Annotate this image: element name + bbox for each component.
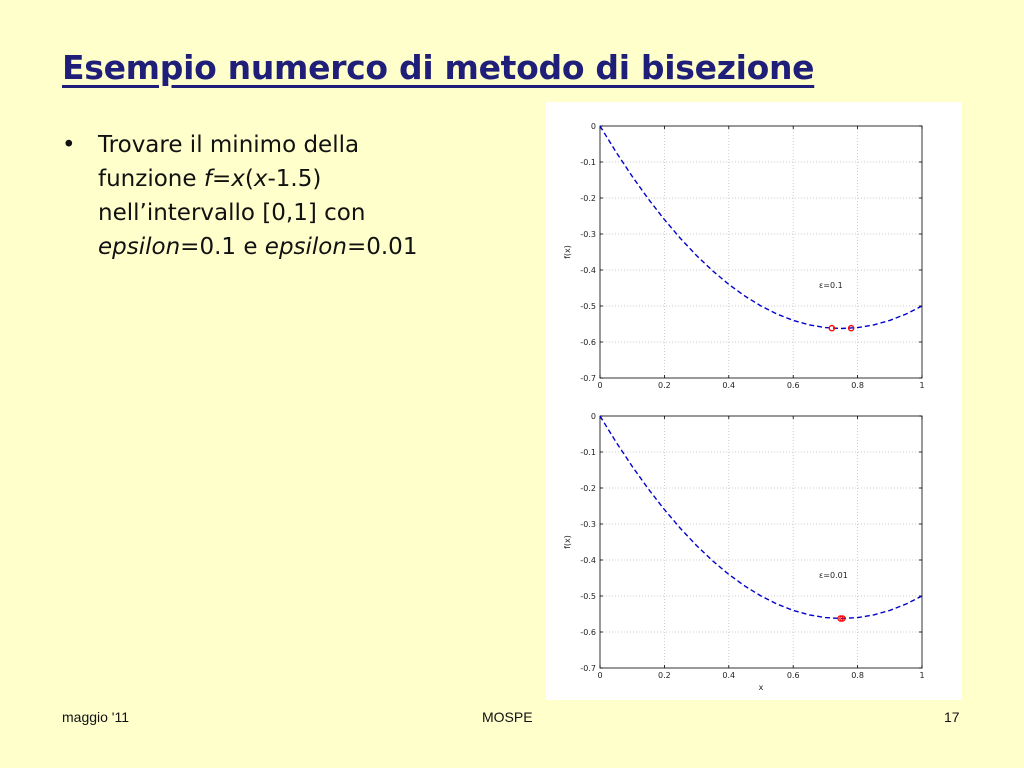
figure-panel: 0 0.2 0.4 0.6 0.8 1 0 -0.1 -0.2 -0.3 -0.4 -0.5 -0.6 -… [546,102,962,700]
y-tick-label: -0.7 [580,664,596,673]
y-tick-label: -0.5 [580,592,596,601]
slide-title: Esempio numerco di metodo di bisezione [62,48,815,87]
x-tick-label: 1 [919,381,924,390]
axes-box [599,415,923,669]
bullet-line-1: Trovare il minimo della [98,132,360,158]
chart-1: 0 0.2 0.4 0.6 0.8 1 0 -0.1 -0.2 -0.3 -0.4 -0.5 -0.6 -… [563,122,925,390]
x-tick-label: 0 [597,381,602,390]
function-x-inner: x [253,166,268,192]
x-tick-label: 0.4 [722,381,735,390]
epsilon-label-1: epsilon [98,234,181,260]
y-axis-label: f(x) [563,245,572,259]
y-axis-label: f(x) [563,535,572,549]
y-tick-label: -0.2 [580,484,596,493]
epsilon-label-2: epsilon [264,234,347,260]
bullet-line-3: nell’intervallo [0,1] con [98,200,366,226]
y-tick-label: -0.3 [580,230,596,239]
plot-area [600,126,922,378]
footer-course: MOSPE [482,709,533,725]
y-tick-label: -0.2 [580,194,596,203]
y-tick-label: -0.4 [580,266,596,275]
epsilon-value-1: =0.1 e [180,234,265,260]
y-tick-label: -0.6 [580,338,596,347]
epsilon-annotation: ε=0.01 [819,571,848,580]
y-tick-label: -0.1 [580,448,596,457]
y-tick-label: -0.3 [580,520,596,529]
bullet-text: Trovare il minimo della funzione f=x(x-1… [98,128,498,264]
x-tick-label: 0.8 [851,381,864,390]
y-tick-label: -0.6 [580,628,596,637]
x-tick-label: 0.6 [787,381,800,390]
x-tick-label: 0.2 [658,381,671,390]
plot-area [600,416,922,668]
footer-page-number: 17 [944,709,960,725]
y-tick-label: -0.4 [580,556,596,565]
epsilon-annotation: ε=0.1 [819,281,843,290]
y-tick-label: -0.7 [580,374,596,383]
bisection-point [847,324,855,332]
x-tick-label: 0.2 [658,671,671,680]
function-paren: ( [244,166,254,192]
function-curve [599,125,923,330]
x-tick-label: 0 [597,671,602,680]
x-tick-label: 0.8 [851,671,864,680]
y-tick-label: -0.1 [580,158,596,167]
x-tick-label: 0.6 [787,671,800,680]
epsilon-value-2: =0.01 [346,234,418,260]
axes-box [599,125,923,379]
bisection-point [828,324,836,332]
function-x: x [231,166,245,192]
function-f: f [203,166,212,192]
chart-2: 0 0.2 0.4 0.6 0.8 1 0 -0.1 -0.2 -0.3 -0.4 -0.5 -0.6 -… [563,412,925,692]
bullet-line-2: funzione f=x(x-1.5) [98,162,498,196]
bullet-marker: • [62,132,76,158]
y-tick-label: 0 [591,122,596,131]
x-axis-label: x [759,683,764,692]
x-tick-label: 0.4 [722,671,735,680]
footer-date: maggio '11 [62,709,130,725]
bisection-plots: 0 0.2 0.4 0.6 0.8 1 0 -0.1 -0.2 -0.3 -0.4 -0.5 -0.6 -… [563,122,925,692]
bullet-line-4: epsilon=0.1 e epsilon=0.01 [98,230,498,264]
function-equals: = [211,166,232,192]
bisection-point [839,615,846,622]
x-tick-label: 1 [919,671,924,680]
function-rest: -1.5) [267,166,322,192]
function-prefix: funzione [98,166,204,192]
y-tick-label: -0.5 [580,302,596,311]
y-tick-label: 0 [591,412,596,421]
function-curve [599,415,923,620]
